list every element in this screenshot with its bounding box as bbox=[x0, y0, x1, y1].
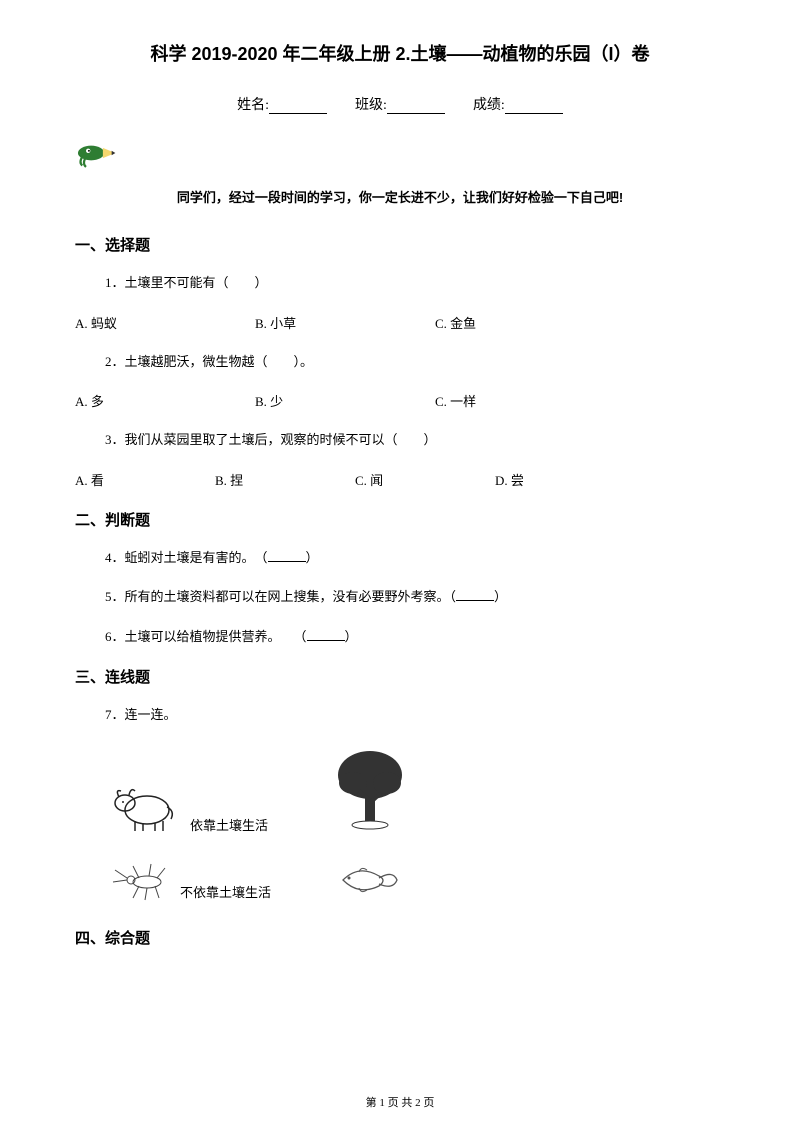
page-footer: 第 1 页 共 2 页 bbox=[0, 1094, 800, 1110]
section-4-title: 四、综合题 bbox=[75, 927, 725, 948]
q7-text: 7．连一连。 bbox=[105, 705, 725, 725]
encourage-text: 同学们，经过一段时间的学习，你一定长进不少，让我们好好检验一下自己吧! bbox=[75, 187, 725, 206]
q4-text: 4．蚯蚓对土壤是有害的。 （ bbox=[105, 550, 268, 565]
fish-icon bbox=[325, 858, 405, 907]
class-blank[interactable] bbox=[387, 98, 445, 114]
page-title: 科学 2019-2020 年二年级上册 2.土壤——动植物的乐园（I）卷 bbox=[75, 40, 725, 66]
tree-icon bbox=[325, 745, 415, 840]
q2-opt-a[interactable]: A. 多 bbox=[75, 391, 255, 410]
insect-icon bbox=[105, 858, 175, 907]
matching-area[interactable]: 依靠土壤生活 bbox=[105, 745, 725, 907]
q3-opt-a[interactable]: A. 看 bbox=[75, 470, 215, 489]
section-3-title: 三、连线题 bbox=[75, 666, 725, 687]
q1-options: A. 蚂蚁 B. 小草 C. 金鱼 bbox=[75, 313, 725, 332]
q4-blank[interactable] bbox=[268, 548, 306, 562]
score-blank[interactable] bbox=[505, 98, 563, 114]
section-2-title: 二、判断题 bbox=[75, 509, 725, 530]
q3-opt-d[interactable]: D. 尝 bbox=[495, 470, 635, 489]
q1-opt-c[interactable]: C. 金鱼 bbox=[435, 313, 615, 332]
q3-options: A. 看 B. 捏 C. 闻 D. 尝 bbox=[75, 470, 725, 489]
q6-text: 6．土壤可以给植物提供营养。 （ bbox=[105, 629, 307, 644]
q5-text: 5．所有的土壤资料都可以在网上搜集，没有必要野外考察。（ bbox=[105, 589, 456, 604]
q1-opt-a[interactable]: A. 蚂蚁 bbox=[75, 313, 255, 332]
q3-text: 3．我们从菜园里取了土壤后，观察的时候不可以（ ） bbox=[105, 430, 725, 450]
q3-opt-c[interactable]: C. 闻 bbox=[355, 470, 495, 489]
q6-blank[interactable] bbox=[307, 627, 345, 641]
name-blank[interactable] bbox=[269, 98, 327, 114]
matching-label-1: 依靠土壤生活 bbox=[190, 815, 268, 834]
q2-opt-b[interactable]: B. 少 bbox=[255, 391, 435, 410]
q2-opt-c[interactable]: C. 一样 bbox=[435, 391, 615, 410]
q5: 5．所有的土壤资料都可以在网上搜集，没有必要野外考察。（） bbox=[105, 587, 725, 607]
q2-text: 2．土壤越肥沃，微生物越（ ）。 bbox=[105, 352, 725, 372]
score-label: 成绩: bbox=[473, 98, 505, 113]
matching-label-2: 不依靠土壤生活 bbox=[180, 882, 271, 901]
q6: 6．土壤可以给植物提供营养。 （） bbox=[105, 627, 725, 647]
class-label: 班级: bbox=[355, 98, 387, 113]
info-row: 姓名: 班级: 成绩: bbox=[75, 94, 725, 114]
pencil-mascot-icon bbox=[75, 134, 725, 177]
name-label: 姓名: bbox=[237, 98, 269, 113]
q2-options: A. 多 B. 少 C. 一样 bbox=[75, 391, 725, 410]
q3-opt-b[interactable]: B. 捏 bbox=[215, 470, 355, 489]
q1-opt-b[interactable]: B. 小草 bbox=[255, 313, 435, 332]
q4: 4．蚯蚓对土壤是有害的。 （） bbox=[105, 548, 725, 568]
section-1-title: 一、选择题 bbox=[75, 234, 725, 255]
q5-blank[interactable] bbox=[456, 587, 494, 601]
q1-text: 1．土壤里不可能有（ ） bbox=[105, 273, 725, 293]
cow-icon bbox=[105, 775, 185, 840]
